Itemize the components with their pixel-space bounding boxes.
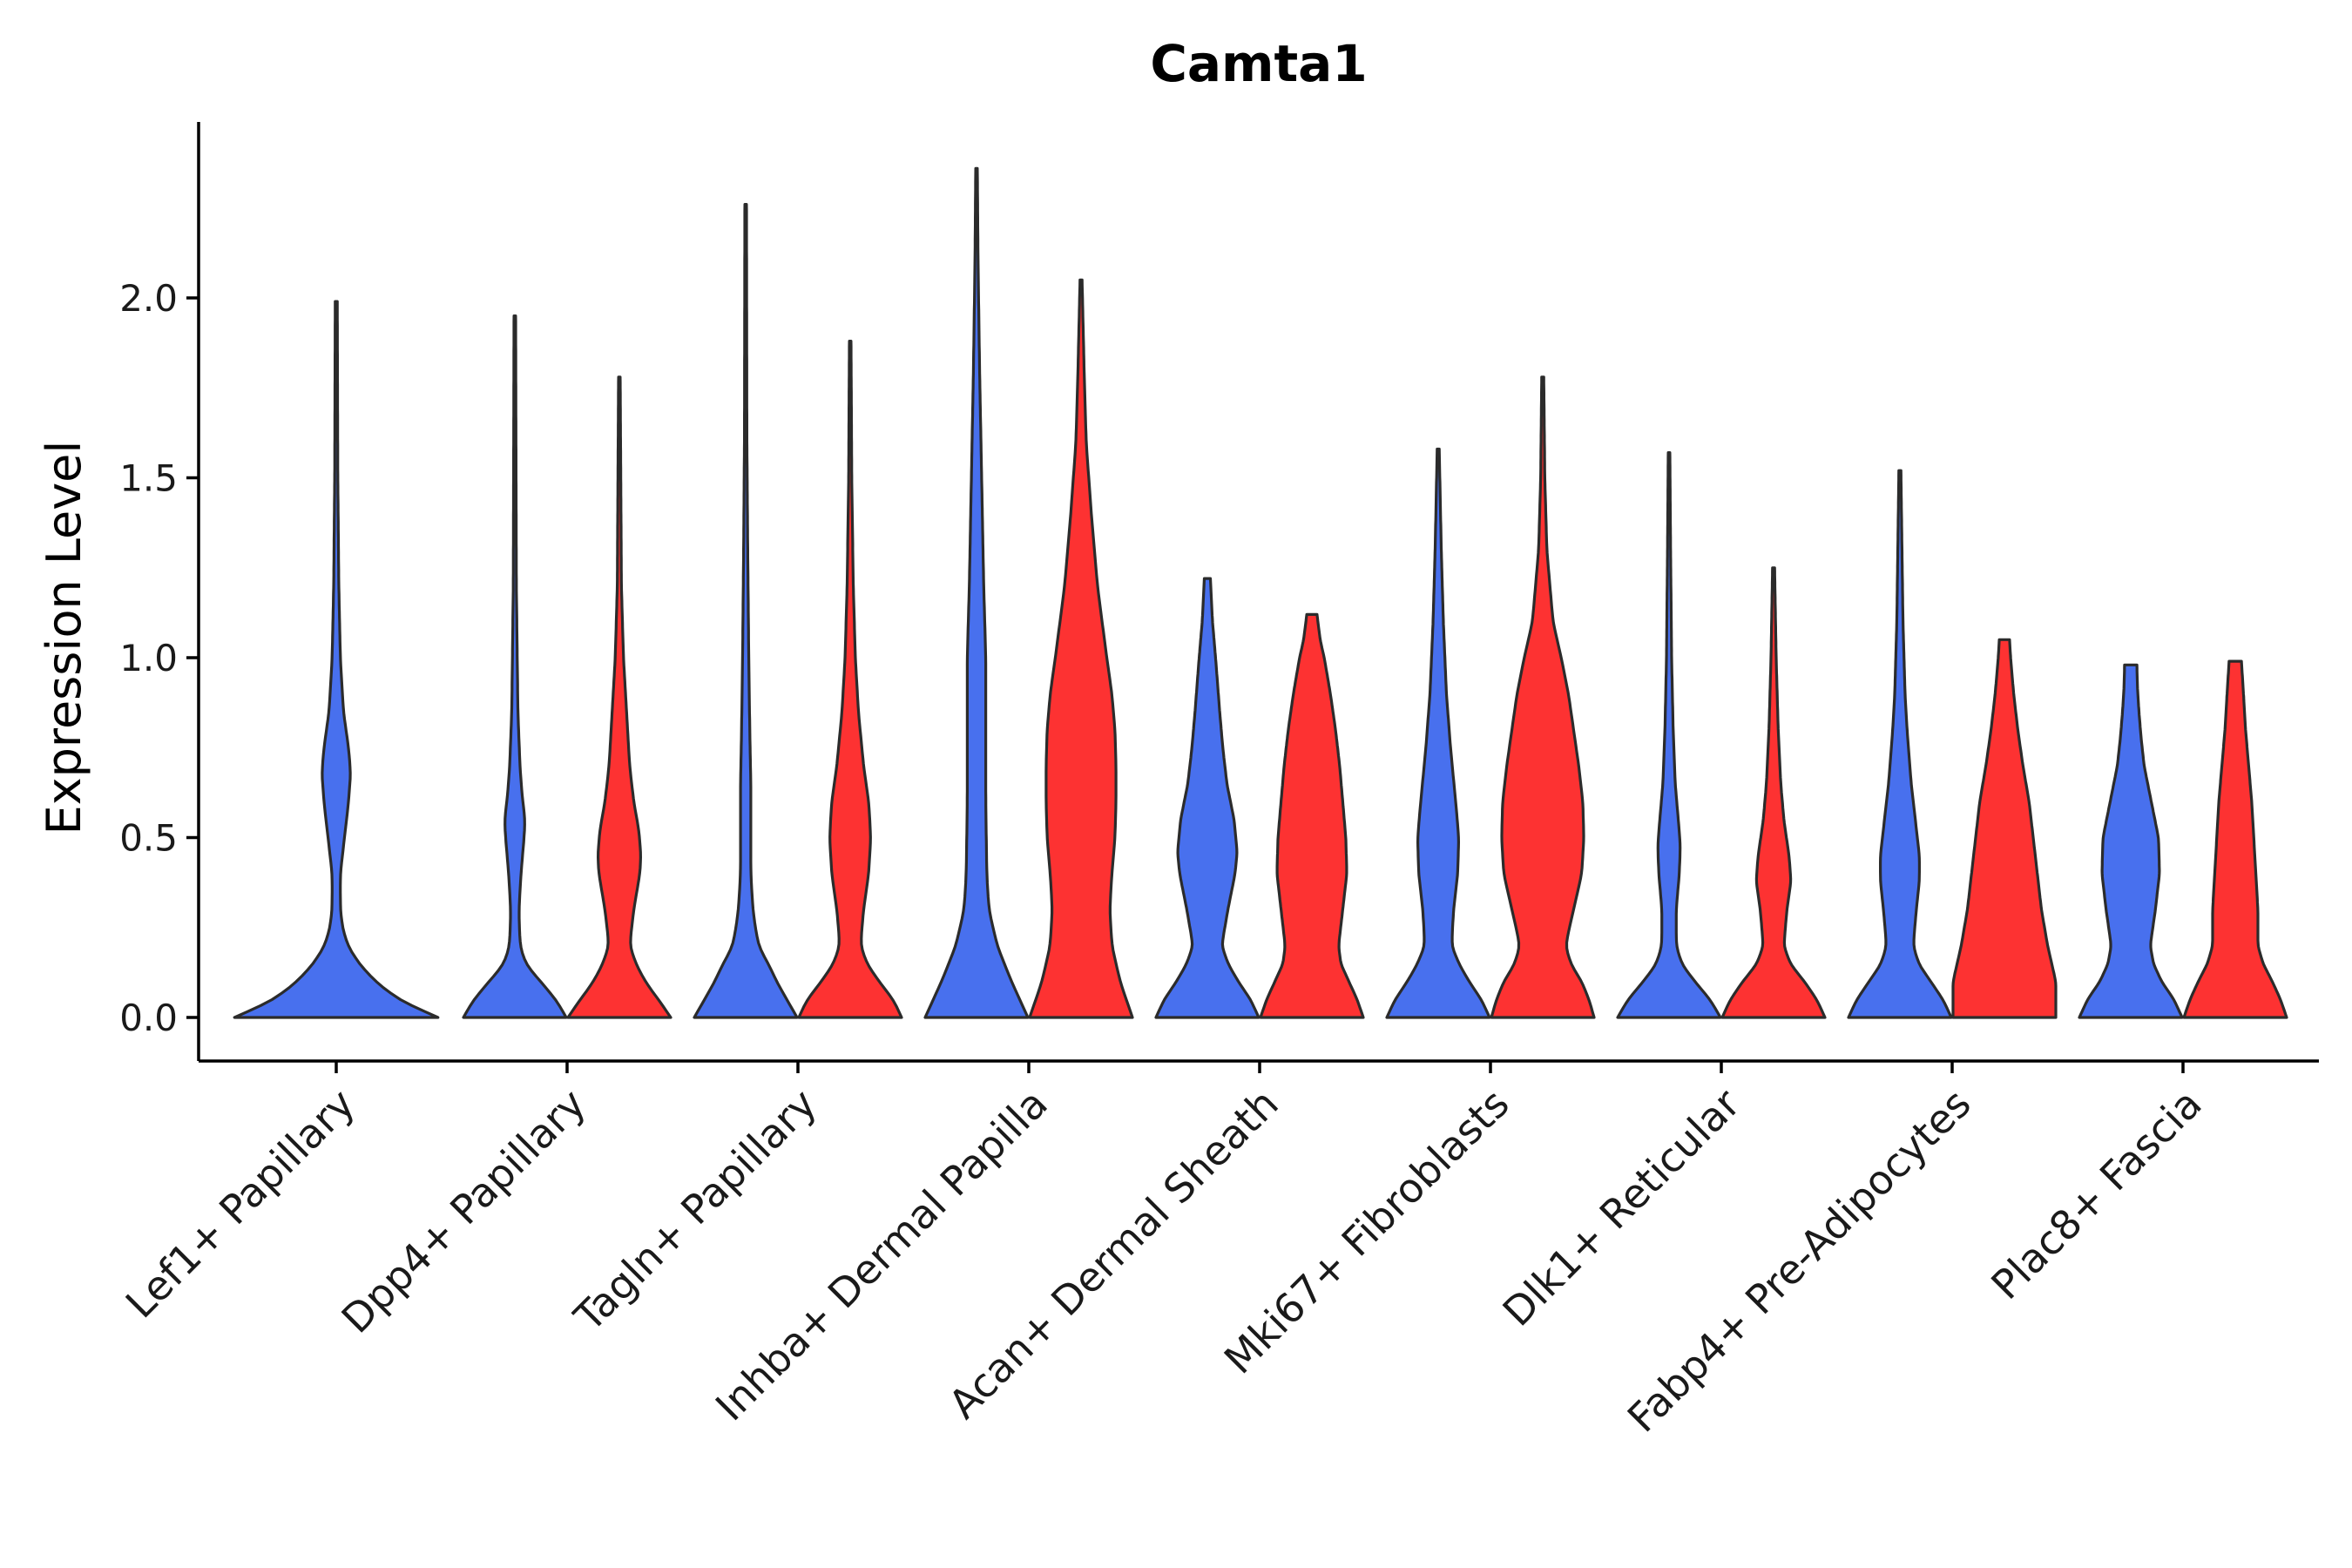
x-tick-label: Tagln+ Papillary	[564, 1080, 826, 1342]
y-tick-label: 0.0	[119, 997, 178, 1039]
violin-group-2	[797, 340, 903, 1019]
violin-group-1	[693, 203, 799, 1019]
violin-group-2	[2182, 659, 2288, 1019]
violin-group-1	[1847, 469, 1953, 1019]
violin-group-2	[1490, 375, 1596, 1019]
violin-group-1	[1385, 447, 1491, 1019]
y-tick-label: 1.5	[119, 457, 178, 500]
chart-title: Camta1	[1150, 34, 1367, 93]
y-axis-label: Expression Level	[37, 441, 91, 835]
violin-group-2	[1720, 566, 1827, 1019]
violin-group-1	[1154, 577, 1260, 1019]
y-tick-label: 0.5	[119, 817, 178, 860]
y-tick-label: 2.0	[119, 277, 178, 320]
y-ticks: 0.0 0.5 1.0 1.5 2.0	[119, 277, 199, 1039]
violin-group-2	[1028, 278, 1134, 1019]
violin-group-1	[462, 314, 568, 1019]
violin-group-1	[2078, 663, 2184, 1019]
x-tick-label: Dlk1+ Reticular	[1494, 1080, 1749, 1335]
violin-group-1	[1616, 451, 1722, 1019]
violins	[233, 166, 2288, 1019]
x-tick-label: Plac8+ Fascia	[1982, 1080, 2210, 1308]
x-tick-label: Lef1+ Papillary	[117, 1080, 364, 1328]
y-tick-label: 1.0	[119, 637, 178, 679]
x-tick-label: Dpp4+ Papillary	[333, 1080, 595, 1342]
violin-group-2	[566, 375, 672, 1019]
violin-group-1	[923, 166, 1030, 1019]
violin-group-2	[1951, 638, 2058, 1019]
violin-group-1	[233, 300, 440, 1019]
violin-group-2	[1259, 612, 1365, 1019]
